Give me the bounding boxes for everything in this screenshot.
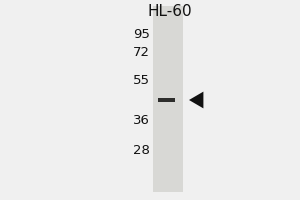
Text: 36: 36 <box>133 114 150 127</box>
Bar <box>158 98 175 102</box>
Text: 72: 72 <box>133 46 150 58</box>
Text: 28: 28 <box>133 144 150 156</box>
Text: 55: 55 <box>133 73 150 86</box>
Polygon shape <box>189 92 203 108</box>
Text: 95: 95 <box>133 27 150 40</box>
Bar <box>153 6 183 192</box>
Text: HL-60: HL-60 <box>147 3 192 19</box>
